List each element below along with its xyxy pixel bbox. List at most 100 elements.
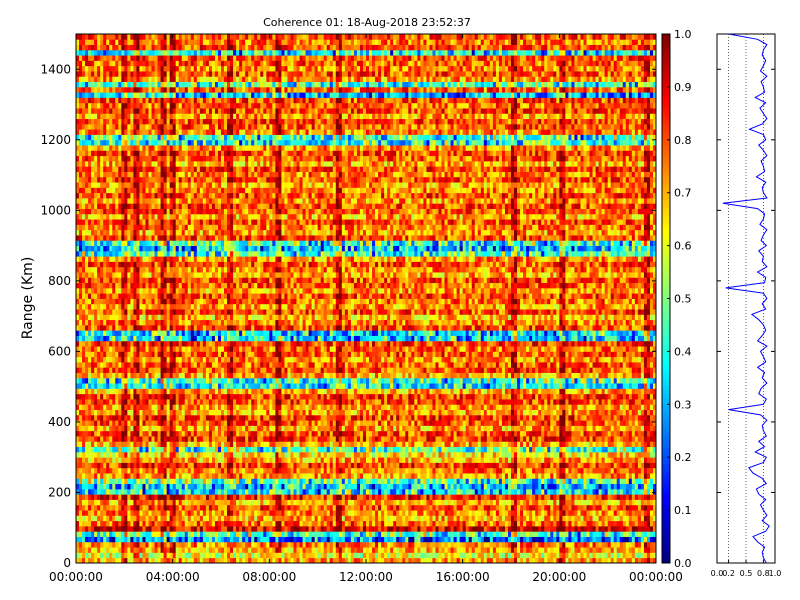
heatmap-cell <box>239 552 243 559</box>
heatmap-cell <box>202 446 207 453</box>
heatmap-cell <box>236 457 240 463</box>
heatmap-cell <box>326 451 331 458</box>
heatmap-cell <box>175 451 180 458</box>
heatmap-cell <box>275 525 279 532</box>
heatmap-cell <box>559 430 563 437</box>
heatmap-cell <box>323 504 328 511</box>
heatmap-cell <box>251 488 255 495</box>
heatmap-cell <box>353 515 358 522</box>
heatmap-cell <box>214 504 219 511</box>
heatmap-cell <box>369 525 373 532</box>
heatmap-cell <box>504 552 509 559</box>
heatmap-cell <box>190 541 195 548</box>
heatmap-cell <box>211 425 216 432</box>
heatmap-cell <box>547 494 551 500</box>
heatmap-cell <box>538 425 542 432</box>
heatmap-cell <box>311 499 316 506</box>
heatmap-cell <box>613 446 618 453</box>
heatmap-cell <box>362 541 367 548</box>
heatmap-cell <box>172 462 177 469</box>
heatmap-cell <box>308 536 313 543</box>
heatmap-cell <box>453 515 458 522</box>
heatmap-cell <box>444 488 448 495</box>
heatmap-cell <box>459 541 464 548</box>
heatmap-cell <box>133 441 137 448</box>
heatmap-cell <box>607 451 612 458</box>
heatmap-cell <box>420 473 424 479</box>
heatmap-cell <box>293 515 297 522</box>
heatmap-cell <box>631 557 636 564</box>
heatmap-cell <box>580 441 584 448</box>
heatmap-cell <box>459 436 464 442</box>
heatmap-cell <box>169 541 174 548</box>
heatmap-cell <box>284 494 288 500</box>
heatmap-cell <box>91 457 95 463</box>
heatmap-cell <box>263 504 267 511</box>
heatmap-cell <box>408 488 412 495</box>
heatmap-cell <box>344 446 349 453</box>
heatmap-cell <box>76 478 80 485</box>
heatmap-cell <box>151 430 155 437</box>
heatmap-cell <box>504 536 509 543</box>
heatmap-cell <box>311 430 316 437</box>
heatmap-cell <box>625 430 630 437</box>
heatmap-cell <box>640 536 645 543</box>
heatmap-cell <box>157 531 161 537</box>
heatmap-cell <box>453 494 458 500</box>
heatmap-cell <box>145 510 149 516</box>
heatmap-cell <box>589 504 593 511</box>
heatmap-cell <box>205 499 210 506</box>
heatmap-cell <box>94 552 98 559</box>
heatmap-cell <box>118 520 122 527</box>
heatmap-cell <box>408 552 412 559</box>
heatmap-cell <box>359 488 364 495</box>
heatmap-cell <box>423 531 427 537</box>
heatmap-cell <box>616 436 621 442</box>
heatmap-cell <box>287 531 291 537</box>
heatmap-cell <box>628 541 633 548</box>
heatmap-cell <box>514 483 518 490</box>
heatmap-cell <box>142 436 146 442</box>
heatmap-cell <box>308 499 313 506</box>
heatmap-cell <box>151 536 155 543</box>
heatmap-cell <box>112 451 116 458</box>
heatmap-cell <box>465 499 470 506</box>
heatmap-cell <box>402 504 406 511</box>
heatmap-cell <box>133 515 137 522</box>
heatmap-cell <box>242 541 246 548</box>
heatmap-cell <box>109 488 113 495</box>
heatmap-cell <box>471 488 476 495</box>
heatmap-cell <box>583 520 587 527</box>
heatmap-cell <box>311 451 316 458</box>
heatmap-cell <box>526 478 530 485</box>
heatmap-cell <box>91 525 95 532</box>
heatmap-cell <box>245 494 249 500</box>
heatmap-cell <box>538 478 542 485</box>
heatmap-row <box>76 499 657 506</box>
heatmap-cell <box>438 446 442 453</box>
heatmap-cell <box>447 510 451 516</box>
heatmap-cell <box>574 531 578 537</box>
heatmap-cell <box>257 494 261 500</box>
heatmap-cell <box>559 483 563 490</box>
heatmap-cell <box>535 525 539 532</box>
heatmap-cell <box>199 499 204 506</box>
heatmap-cell <box>172 457 177 463</box>
heatmap-cell <box>332 446 337 453</box>
heatmap-cell <box>589 467 593 474</box>
heatmap-cell <box>535 494 539 500</box>
heatmap-cell <box>637 552 642 559</box>
heatmap-cell <box>82 436 86 442</box>
heatmap-cell <box>601 510 606 516</box>
heatmap-cell <box>426 504 430 511</box>
heatmap-cell <box>362 446 367 453</box>
heatmap-cell <box>353 531 358 537</box>
heatmap-cell <box>589 515 593 522</box>
heatmap-cell <box>649 441 654 448</box>
heatmap-cell <box>619 494 624 500</box>
heatmap-cell <box>308 467 313 474</box>
heatmap-cell <box>190 488 195 495</box>
heatmap-cell <box>76 557 80 564</box>
heatmap-cell <box>130 451 134 458</box>
heatmap-cell <box>586 541 590 548</box>
